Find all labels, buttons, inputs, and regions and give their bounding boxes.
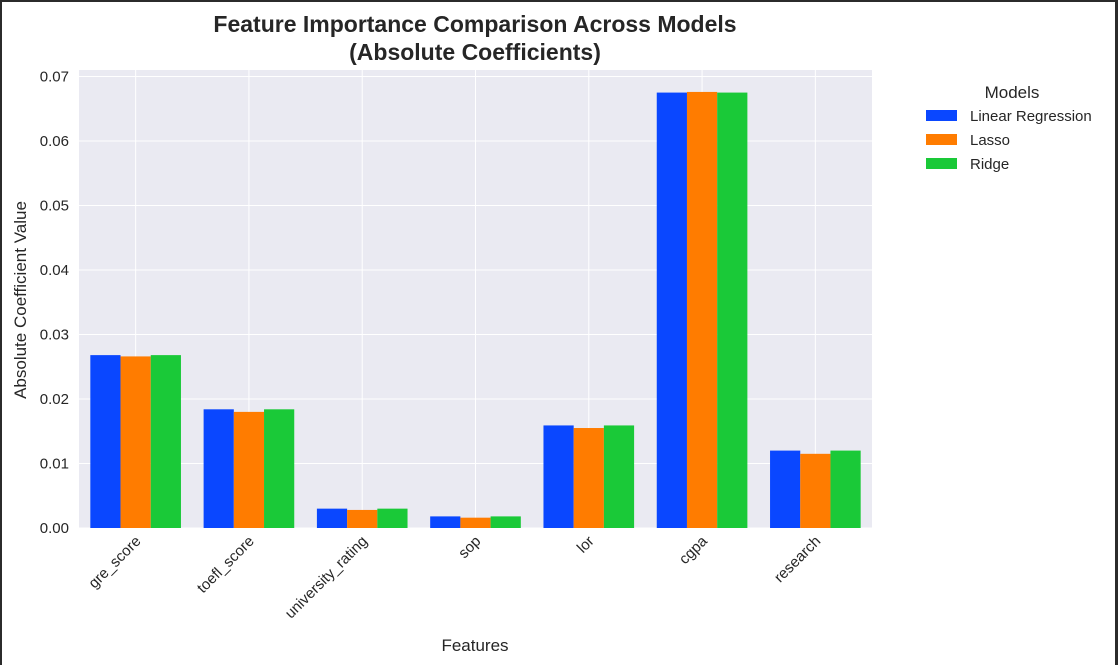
bars [90, 91, 861, 529]
y-tick-label: 0.02 [40, 391, 69, 408]
bar-lasso-cgpa [686, 91, 718, 528]
bar-lasso-research [800, 453, 831, 528]
bar-linear-regression-research [770, 450, 801, 528]
chart-title: Feature Importance Comparison Across Mod… [213, 11, 736, 37]
bar-ridge-university_rating [377, 508, 408, 528]
bar-ridge-cgpa [717, 92, 748, 529]
bar-linear-regression-lor [543, 425, 574, 528]
x-tick-label: gre_score [85, 533, 144, 592]
x-axis-label: Features [441, 636, 508, 655]
legend-swatch [926, 110, 957, 121]
y-axis-label: Absolute Coefficient Value [11, 201, 30, 399]
bar-lasso-university_rating [347, 509, 378, 528]
legend-title: Models [985, 83, 1040, 102]
legend-label: Linear Regression [970, 108, 1092, 125]
y-tick-labels: 0.00 0.01 0.02 0.03 0.04 0.05 0.06 0.07 [40, 68, 69, 537]
legend-items: Linear Regression Lasso Ridge [926, 108, 1092, 173]
chart-subtitle: (Absolute Coefficients) [349, 39, 601, 65]
x-tick-label: lor [574, 533, 598, 557]
bar-ridge-research [830, 450, 861, 528]
bar-lasso-lor [573, 428, 604, 528]
y-tick-label: 0.01 [40, 455, 69, 472]
x-tick-label: university_rating [282, 533, 371, 622]
y-tick-label: 0.05 [40, 197, 69, 214]
bar-linear-regression-toefl_score [203, 409, 234, 528]
bar-ridge-lor [603, 425, 635, 528]
bar-lasso-toefl_score [233, 411, 265, 528]
bar-linear-regression-sop [430, 516, 461, 528]
legend: Models Linear Regression Lasso Ridge [926, 83, 1092, 173]
x-tick-label: research [771, 533, 824, 586]
bar-linear-regression-university_rating [316, 508, 348, 528]
y-tick-label: 0.00 [40, 520, 69, 537]
legend-swatch [926, 134, 957, 145]
x-tick-label: sop [455, 533, 484, 562]
x-tick-labels: gre_score toefl_score university_rating sop… [85, 532, 824, 622]
bar-linear-regression-cgpa [656, 92, 687, 529]
x-tick-label: cgpa [676, 532, 711, 567]
y-tick-label: 0.03 [40, 326, 69, 343]
bar-ridge-toefl_score [264, 409, 295, 528]
bar-ridge-gre_score [150, 355, 181, 528]
y-tick-label: 0.04 [40, 262, 69, 279]
legend-label: Lasso [970, 132, 1010, 149]
legend-swatch [926, 158, 957, 169]
bar-linear-regression-gre_score [90, 355, 121, 528]
bar-ridge-sop [490, 516, 521, 528]
y-tick-label: 0.07 [40, 68, 69, 85]
legend-label: Ridge [970, 156, 1009, 173]
x-tick-label: toefl_score [194, 533, 258, 597]
bar-lasso-sop [460, 517, 491, 528]
bar-lasso-gre_score [120, 356, 151, 528]
grid-lines [79, 70, 872, 529]
y-tick-label: 0.06 [40, 133, 69, 150]
